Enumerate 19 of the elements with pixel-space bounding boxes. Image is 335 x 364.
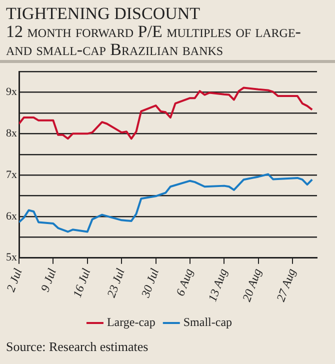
y-tick-label: 8x — [6, 128, 18, 140]
x-tick-label: 13 Aug — [205, 266, 230, 304]
x-tick-label: 27 Aug — [274, 266, 298, 304]
legend-label: Small-cap — [183, 315, 232, 330]
x-tick-label: 2 Jul — [4, 266, 26, 294]
y-tick-label: 9x — [6, 86, 18, 98]
chart-subtitle: 12 month forward P/E multiples of large- and small-cap Brazilian banks — [6, 22, 302, 59]
chart-title: TIGHTENING DISCOUNT — [6, 4, 202, 23]
x-tick-label: 23 Jul — [104, 266, 128, 300]
x-tick-label: 30 Jul — [138, 266, 162, 300]
x-tick-label: 16 Jul — [70, 266, 94, 300]
x-tick-label: 20 Aug — [239, 266, 264, 304]
y-tick-label: 6x — [6, 210, 18, 222]
y-tick-label: 5x — [6, 252, 18, 264]
x-tick-label: 6 Aug — [173, 266, 196, 298]
y-tick-label: 7x — [6, 168, 18, 181]
source-note: Source: Research estimates — [5, 339, 150, 355]
x-tick-label: 9 Jul — [38, 266, 60, 294]
legend-label: Large-cap — [106, 315, 156, 330]
